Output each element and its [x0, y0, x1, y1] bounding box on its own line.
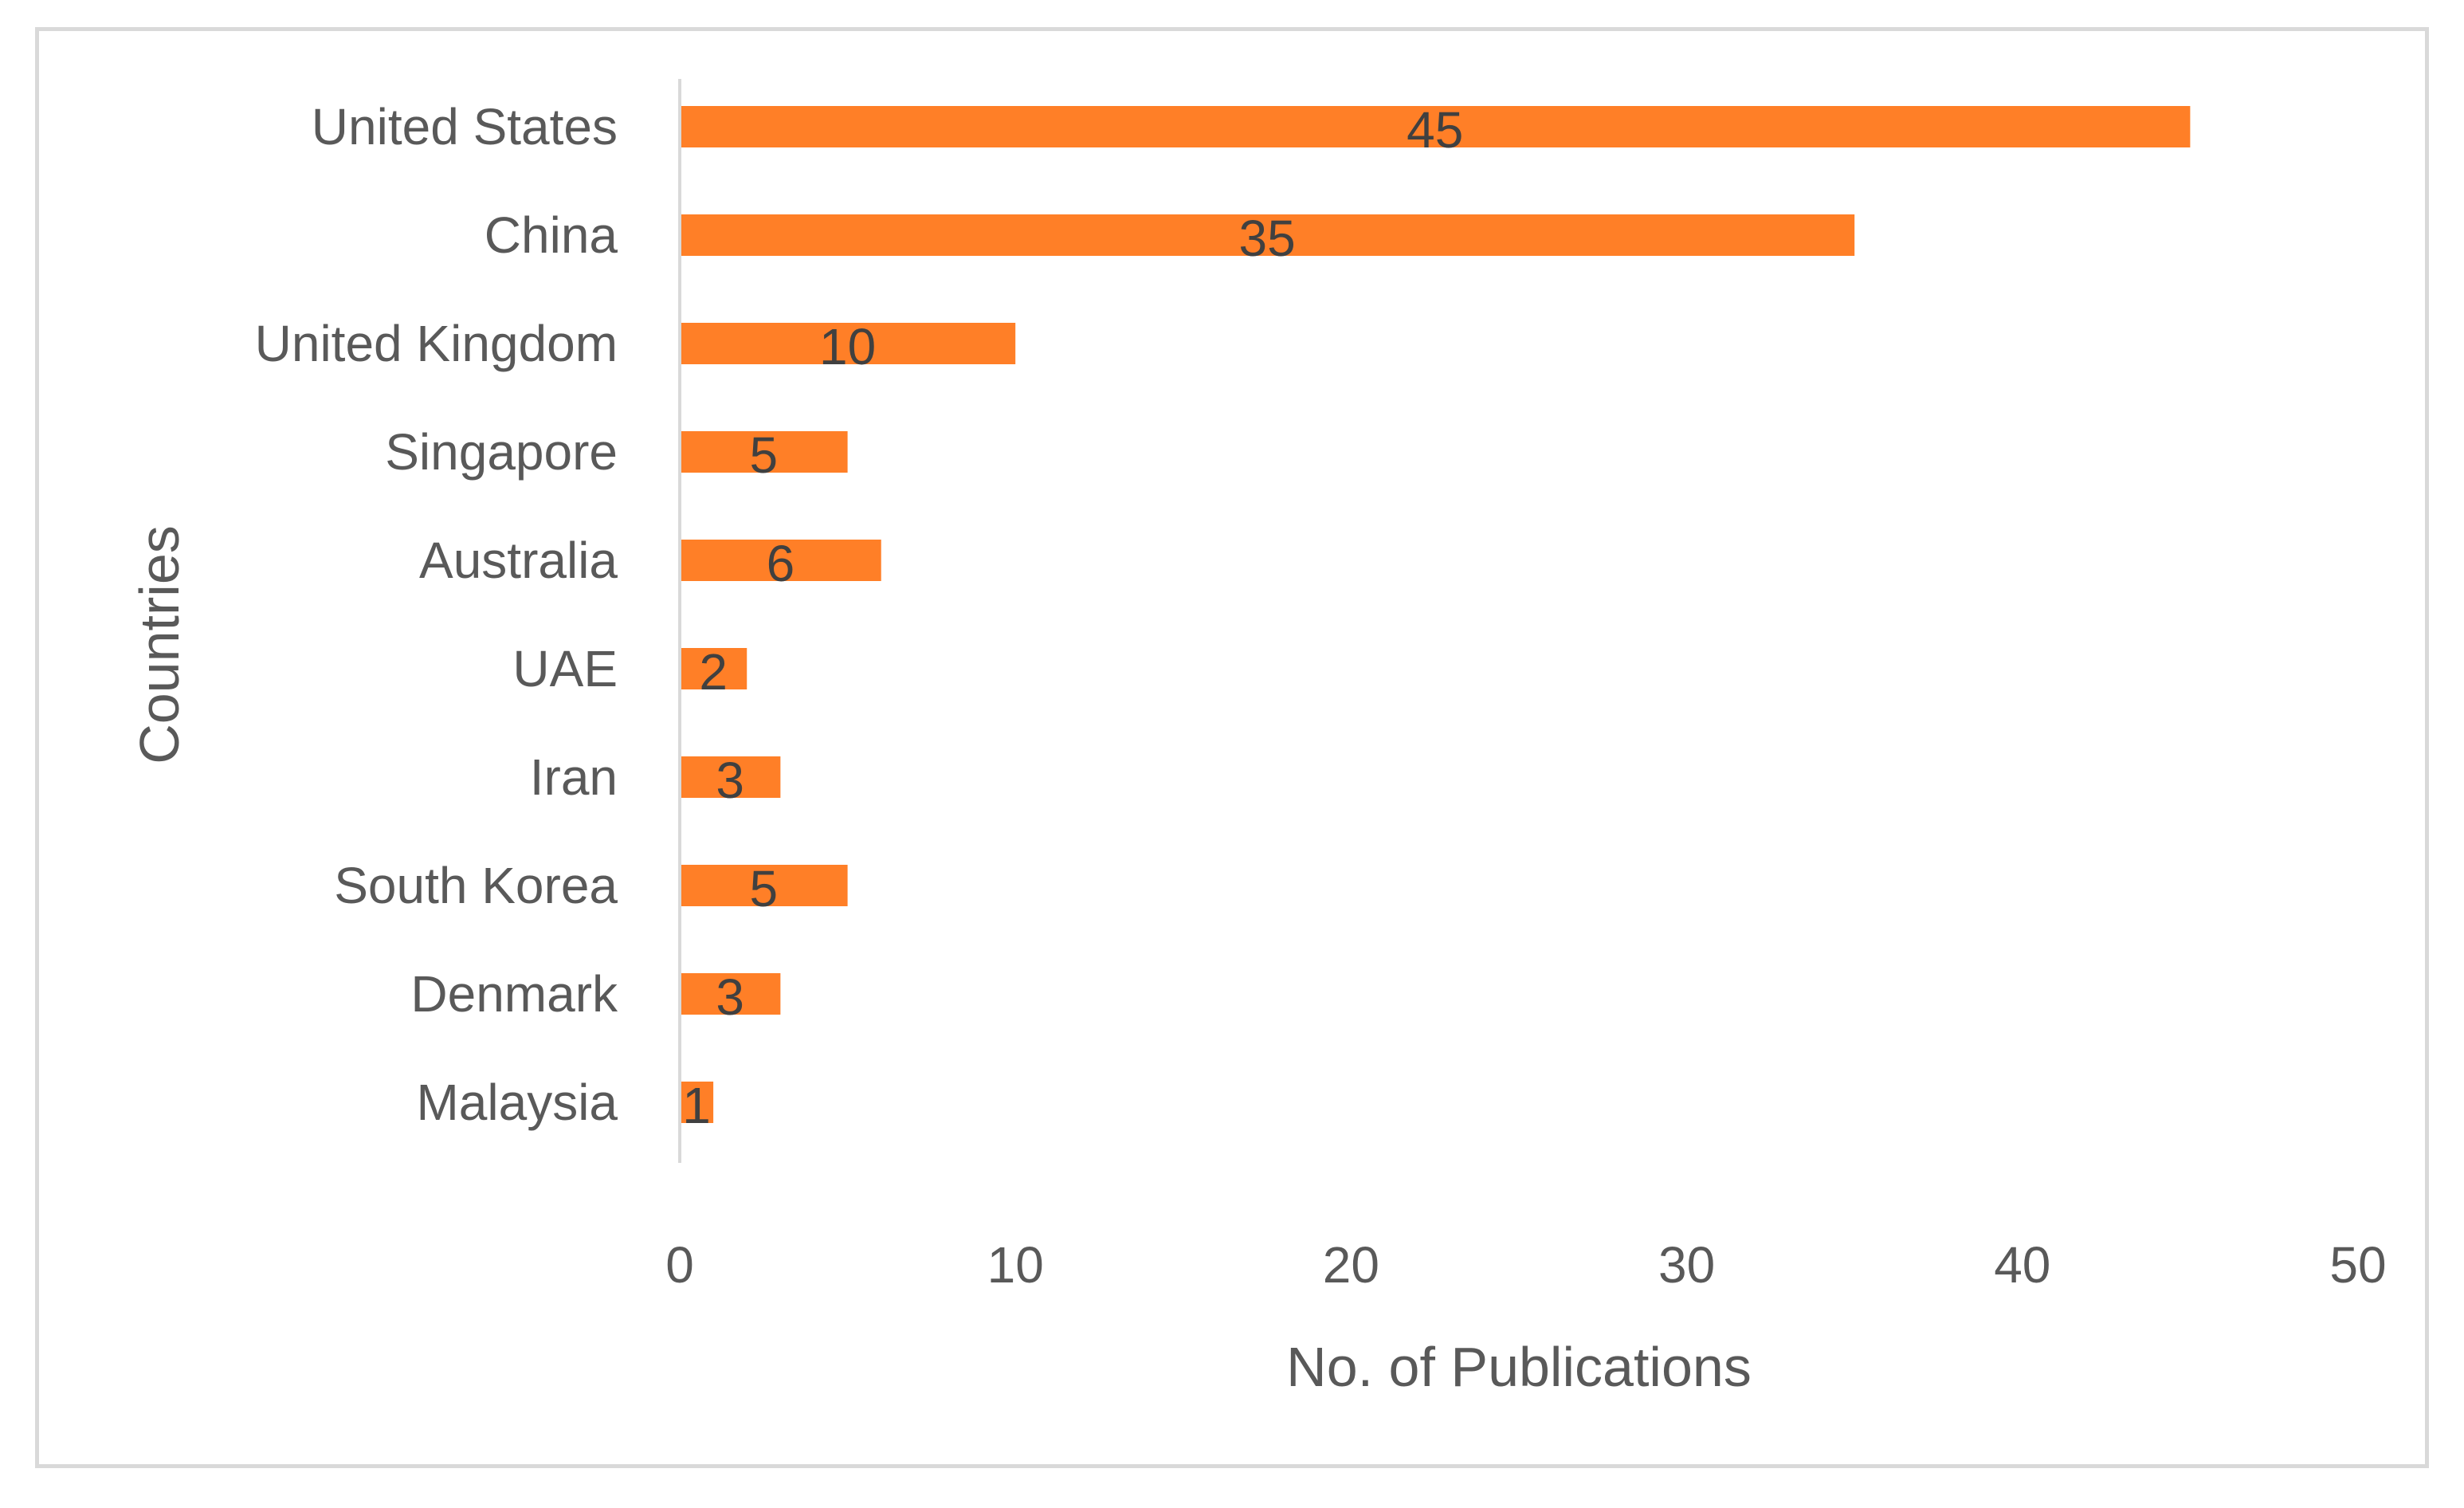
category-label-australia: Australia [419, 532, 618, 589]
bar-united-states [680, 106, 2191, 147]
data-label-china: 35 [1239, 210, 1296, 267]
category-label-south-korea: South Korea [334, 857, 618, 914]
y-axis-title: Countries [128, 525, 190, 764]
data-label-iran: 3 [716, 752, 744, 809]
x-tick-label-40: 40 [1994, 1236, 2050, 1294]
bar-uae [680, 648, 747, 689]
data-label-denmark: 3 [716, 968, 744, 1026]
chart-frame: United States China United Kingdom Singapor… [35, 27, 2429, 1468]
data-label-singapore: 5 [750, 426, 779, 484]
x-tick-labels: 0 10 20 30 40 50 [665, 1236, 2386, 1294]
bar-singapore [680, 431, 848, 473]
data-label-united-kingdom: 10 [819, 318, 876, 375]
x-tick-label-0: 0 [665, 1236, 694, 1294]
bar-australia [680, 540, 881, 581]
category-labels: United States China United Kingdom Singapor… [255, 98, 618, 1131]
category-label-uae: UAE [512, 640, 618, 697]
data-label-australia: 6 [767, 535, 795, 592]
bars-layer [680, 106, 2191, 1123]
data-label-south-korea: 5 [750, 860, 779, 917]
category-label-china: China [485, 206, 618, 264]
category-label-iran: Iran [530, 748, 618, 806]
category-label-united-kingdom: United Kingdom [255, 315, 618, 372]
data-label-uae: 2 [699, 643, 728, 701]
data-label-malaysia: 1 [682, 1077, 711, 1134]
bar-iran [680, 756, 781, 798]
x-tick-label-10: 10 [987, 1236, 1044, 1294]
bar-south-korea [680, 865, 848, 906]
data-label-united-states: 45 [1407, 101, 1463, 159]
category-label-malaysia: Malaysia [416, 1074, 618, 1131]
bar-united-kingdom [680, 323, 1016, 364]
x-tick-label-50: 50 [2329, 1236, 2386, 1294]
category-label-united-states: United States [312, 98, 618, 155]
bar-chart: United States China United Kingdom Singapor… [128, 79, 2387, 1398]
category-label-denmark: Denmark [410, 965, 618, 1023]
bar-malaysia [680, 1082, 714, 1123]
bar-denmark [680, 973, 781, 1015]
x-axis-title: No. of Publications [1286, 1336, 1752, 1398]
x-tick-label-20: 20 [1323, 1236, 1379, 1294]
category-label-singapore: Singapore [385, 423, 618, 481]
x-tick-label-30: 30 [1658, 1236, 1715, 1294]
bar-china [680, 214, 1855, 256]
